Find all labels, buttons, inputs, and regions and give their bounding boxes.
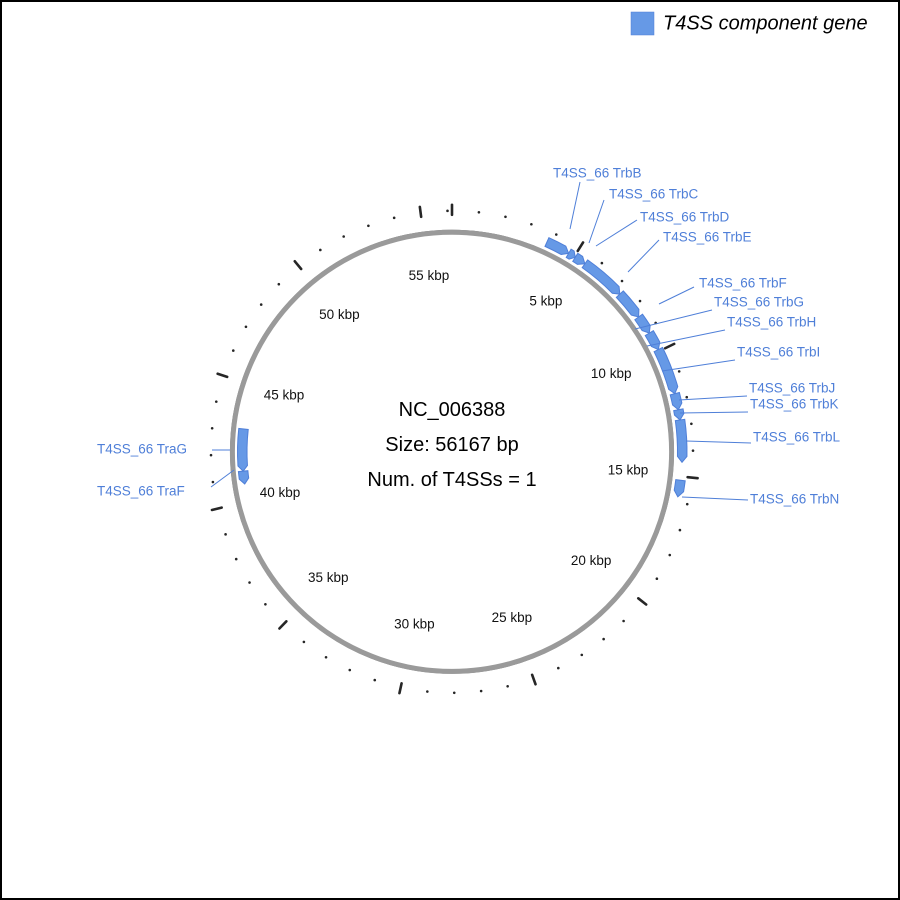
svg-text:15 kbp: 15 kbp bbox=[608, 462, 649, 477]
svg-text:T4SS_66 TrbN: T4SS_66 TrbN bbox=[750, 492, 839, 507]
svg-text:40 kbp: 40 kbp bbox=[260, 485, 301, 500]
svg-text:45 kbp: 45 kbp bbox=[264, 387, 305, 402]
svg-text:T4SS component gene: T4SS component gene bbox=[663, 12, 868, 34]
svg-text:30 kbp: 30 kbp bbox=[394, 616, 435, 631]
svg-text:T4SS_66 TrbL: T4SS_66 TrbL bbox=[753, 430, 841, 445]
svg-text:T4SS_66 TrbJ: T4SS_66 TrbJ bbox=[749, 381, 835, 396]
svg-text:T4SS_66 TrbI: T4SS_66 TrbI bbox=[737, 345, 820, 360]
svg-text:T4SS_66 TrbB: T4SS_66 TrbB bbox=[553, 166, 642, 181]
svg-text:NC_006388: NC_006388 bbox=[399, 399, 506, 421]
svg-text:T4SS_66 TrbH: T4SS_66 TrbH bbox=[727, 315, 816, 330]
svg-text:Num. of T4SSs = 1: Num. of T4SSs = 1 bbox=[367, 469, 536, 491]
svg-text:T4SS_66 TrbF: T4SS_66 TrbF bbox=[699, 276, 787, 291]
svg-text:55 kbp: 55 kbp bbox=[409, 268, 450, 283]
svg-text:Size: 56167 bp: Size: 56167 bp bbox=[385, 434, 518, 456]
svg-text:T4SS_66 TrbG: T4SS_66 TrbG bbox=[714, 295, 804, 310]
svg-text:T4SS_66 TraF: T4SS_66 TraF bbox=[97, 484, 185, 499]
svg-text:50 kbp: 50 kbp bbox=[319, 307, 360, 322]
svg-text:25 kbp: 25 kbp bbox=[492, 610, 533, 625]
svg-text:20 kbp: 20 kbp bbox=[571, 553, 612, 568]
svg-text:T4SS_66 TrbD: T4SS_66 TrbD bbox=[640, 210, 730, 225]
svg-text:T4SS_66 TrbE: T4SS_66 TrbE bbox=[663, 230, 752, 245]
svg-text:35 kbp: 35 kbp bbox=[308, 570, 349, 585]
svg-text:T4SS_66 TraG: T4SS_66 TraG bbox=[97, 442, 187, 457]
svg-text:T4SS_66 TrbC: T4SS_66 TrbC bbox=[609, 187, 699, 202]
svg-text:5 kbp: 5 kbp bbox=[529, 293, 562, 308]
svg-text:T4SS_66 TrbK: T4SS_66 TrbK bbox=[750, 397, 839, 412]
svg-text:10 kbp: 10 kbp bbox=[591, 366, 632, 381]
